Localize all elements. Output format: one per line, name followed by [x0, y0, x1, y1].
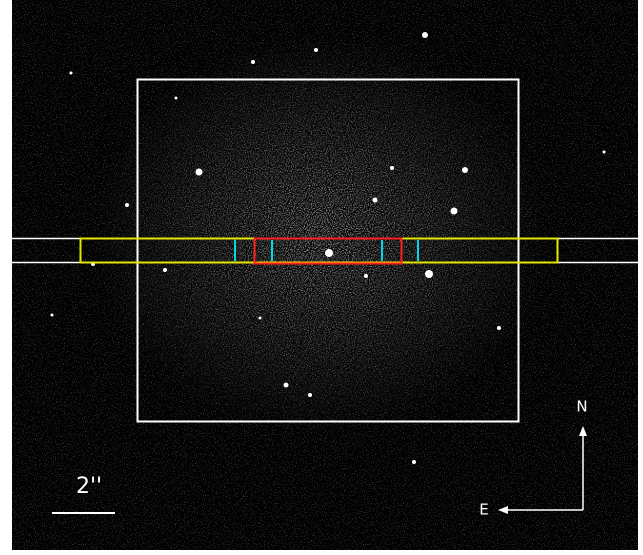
star: [251, 60, 255, 64]
star: [412, 460, 416, 464]
scale-label: 2'': [76, 474, 102, 499]
star: [364, 274, 368, 278]
star: [284, 383, 289, 388]
star: [497, 326, 501, 330]
star: [422, 32, 428, 38]
star: [175, 97, 178, 100]
star: [325, 249, 333, 257]
star: [125, 203, 129, 207]
star: [603, 151, 606, 154]
star: [259, 317, 262, 320]
sky-image: 2'' N E: [0, 0, 643, 555]
star: [70, 72, 73, 75]
star: [390, 166, 394, 170]
star: [196, 169, 203, 176]
nebula-glow: [12, 0, 638, 550]
north-label: N: [576, 398, 587, 416]
star: [425, 270, 433, 278]
star: [373, 198, 378, 203]
star: [163, 268, 167, 272]
star: [462, 167, 468, 173]
star: [51, 314, 54, 317]
star: [451, 208, 458, 215]
star: [308, 393, 312, 397]
east-label: E: [479, 501, 488, 519]
star: [314, 48, 318, 52]
